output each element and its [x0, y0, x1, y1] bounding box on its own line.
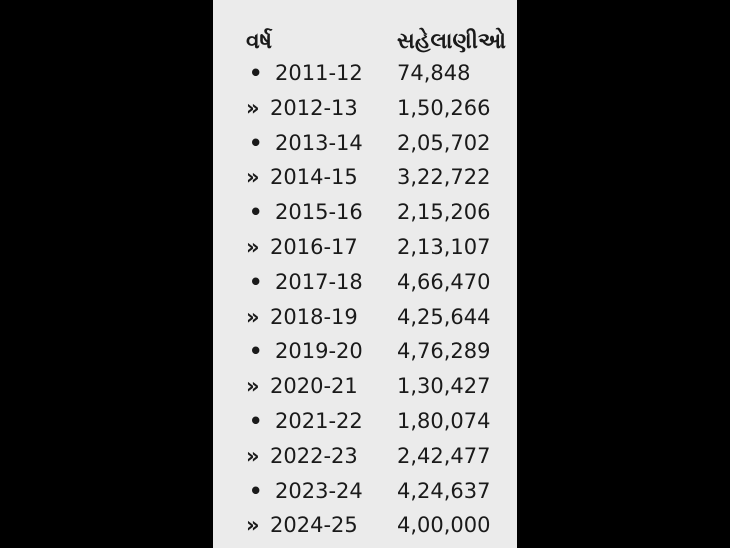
table-row: • 2019-20 4,76,289	[213, 334, 517, 369]
table-row: » 2018-19 4,25,644	[213, 300, 517, 335]
bullet-icon: •	[249, 200, 263, 225]
table-row: • 2017-18 4,66,470	[213, 265, 517, 300]
double-chevron-icon: »	[246, 304, 260, 329]
table-row: » 2014-15 3,22,722	[213, 160, 517, 195]
visitors-cell: 2,42,477	[397, 443, 491, 468]
visitors-cell: 4,24,637	[397, 478, 491, 503]
table-row: » 2016-17 2,13,107	[213, 230, 517, 265]
visitors-cell: 3,22,722	[397, 165, 491, 190]
double-chevron-icon: »	[246, 443, 260, 468]
year-cell: 2014-15	[270, 165, 358, 190]
year-cell: 2017-18	[275, 269, 363, 294]
bullet-icon: •	[249, 339, 263, 364]
year-cell: 2015-16	[275, 200, 363, 225]
year-cell: 2023-24	[275, 478, 363, 503]
year-cell: 2021-22	[275, 409, 363, 433]
table-panel: વર્ષ સહેલાણીઓ • 2011-12 74,848 » 2012-13 1,50…	[213, 0, 517, 548]
table-row: » 2020-21 1,30,427	[213, 369, 517, 404]
visitors-cell: 4,76,289	[397, 339, 491, 364]
table-row: • 2021-22 1,80,074	[213, 404, 517, 439]
table-header: વર્ષ સહેલાણીઓ	[213, 24, 517, 59]
visitors-cell: 4,25,644	[397, 304, 491, 329]
table-row: » 2012-13 1,50,266	[213, 91, 517, 126]
visitors-cell: 4,66,470	[397, 269, 491, 294]
visitors-cell: 1,30,427	[397, 374, 491, 399]
double-chevron-icon: »	[246, 513, 260, 538]
visitors-cell: 4,00,000	[397, 513, 491, 538]
bullet-icon: •	[249, 478, 263, 503]
table-row: » 2022-23 2,42,477	[213, 439, 517, 474]
double-chevron-icon: »	[246, 165, 260, 190]
table-row: » 2024-25 4,00,000	[213, 508, 517, 543]
year-cell: 2012-13	[270, 95, 358, 120]
visitors-cell: 1,80,074	[397, 409, 491, 433]
year-cell: 2022-23	[270, 443, 358, 468]
bullet-icon: •	[249, 130, 263, 155]
visitors-cell: 2,15,206	[397, 200, 491, 225]
bullet-icon: •	[249, 409, 263, 433]
table-row: • 2015-16 2,15,206	[213, 195, 517, 230]
double-chevron-icon: »	[246, 95, 260, 120]
double-chevron-icon: »	[246, 374, 260, 399]
table-row: • 2023-24 4,24,637	[213, 474, 517, 509]
year-cell: 2011-12	[275, 61, 363, 85]
year-cell: 2024-25	[270, 513, 358, 538]
visitors-cell: 2,13,107	[397, 235, 491, 259]
year-cell: 2019-20	[275, 339, 363, 364]
bullet-icon: •	[249, 269, 263, 294]
header-visitors: સહેલાણીઓ	[397, 29, 506, 54]
bullet-icon: •	[249, 61, 263, 85]
visitors-cell: 1,50,266	[397, 95, 491, 120]
visitors-cell: 74,848	[397, 61, 471, 85]
year-cell: 2013-14	[275, 130, 363, 155]
table-row: • 2013-14 2,05,702	[213, 126, 517, 161]
year-cell: 2016-17	[270, 235, 358, 259]
visitors-cell: 2,05,702	[397, 130, 491, 155]
double-chevron-icon: »	[246, 235, 260, 259]
year-cell: 2018-19	[270, 304, 358, 329]
year-cell: 2020-21	[270, 374, 358, 399]
header-year: વર્ષ	[246, 29, 273, 54]
table-row: • 2011-12 74,848	[213, 56, 517, 91]
